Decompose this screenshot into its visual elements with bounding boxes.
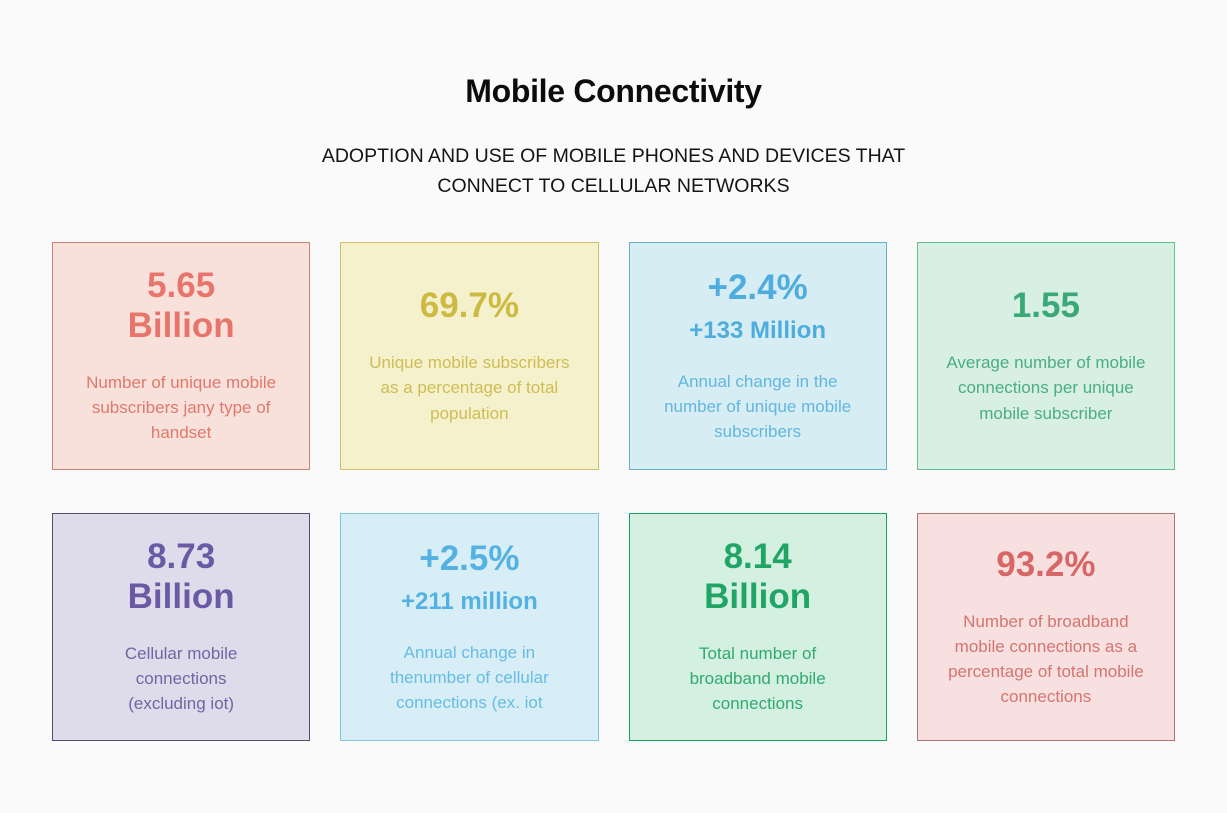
- card-value: 8.14 Billion: [704, 537, 812, 617]
- page-title: Mobile Connectivity: [465, 73, 762, 109]
- card-subvalue: +133 Million: [689, 316, 826, 344]
- stat-card-subscriber-annual-change: +2.4% +133 Million Annual change in the …: [628, 242, 887, 470]
- card-description: Unique mobile subscribers as a percentag…: [369, 353, 570, 423]
- card-description: Number of unique mobile subscribers jany…: [86, 373, 277, 443]
- card-description: Cellular mobile connections (excluding i…: [124, 644, 238, 714]
- stat-cards-grid: 5.65 Billion Number of unique mobile sub…: [52, 242, 1175, 741]
- stat-card-cellular-connections: 8.73 Billion Cellular mobile connections…: [52, 513, 311, 741]
- card-subvalue: +211 million: [401, 587, 538, 615]
- card-value: 5.65 Billion: [127, 266, 235, 346]
- card-description: Annual change in thenumber of cellular c…: [389, 642, 549, 713]
- card-value: 8.73 Billion: [127, 537, 235, 617]
- card-value: 93.2%: [996, 544, 1096, 584]
- card-value: 69.7%: [419, 286, 519, 326]
- card-description: Number of broadband mobile connections a…: [948, 611, 1144, 707]
- card-description: Average number of mobile connections per…: [946, 353, 1146, 423]
- card-value: +2.5%: [419, 538, 520, 578]
- stat-card-connections-annual-change: +2.5% +211 million Annual change in then…: [340, 513, 599, 741]
- stat-card-unique-subscribers: 5.65 Billion Number of unique mobile sub…: [52, 242, 311, 470]
- card-value: +2.4%: [707, 267, 808, 307]
- stat-card-broadband-connections: 8.14 Billion Total number of broadband m…: [628, 513, 887, 741]
- card-value: 1.55: [1011, 286, 1080, 326]
- page-subtitle: ADOPTION AND USE OF MOBILE PHONES AND DE…: [321, 145, 906, 198]
- stat-card-connections-per-subscriber: 1.55 Average number of mobile connection…: [916, 242, 1175, 470]
- stat-card-subscriber-penetration: 69.7% Unique mobile subscribers as a per…: [340, 242, 599, 470]
- card-description: Annual change in the number of unique mo…: [664, 371, 852, 442]
- card-description: Total number of broadband mobile connect…: [689, 644, 826, 714]
- stat-card-broadband-percentage: 93.2% Number of broadband mobile connect…: [916, 513, 1175, 741]
